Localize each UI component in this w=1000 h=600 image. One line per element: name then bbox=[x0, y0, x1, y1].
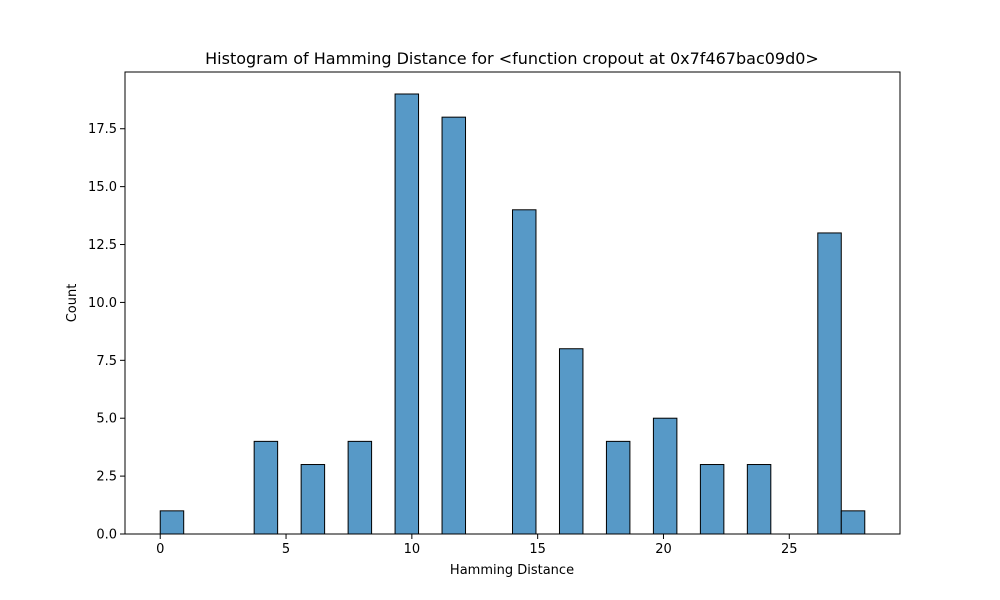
x-tick-label: 25 bbox=[781, 542, 798, 557]
y-tick-label: 17.5 bbox=[88, 122, 117, 137]
y-tick-label: 7.5 bbox=[96, 354, 117, 369]
histogram-bar-7 bbox=[558, 348, 584, 535]
plot-frame bbox=[124, 71, 901, 535]
y-tick-label: 12.5 bbox=[88, 238, 117, 253]
histogram-bar-11 bbox=[746, 464, 772, 535]
x-tick-label: 20 bbox=[655, 542, 672, 557]
y-tick-label: 5.0 bbox=[96, 412, 117, 427]
y-tick-label: 10.0 bbox=[88, 296, 117, 311]
histogram-bar-12 bbox=[817, 232, 842, 535]
x-tick-label: 10 bbox=[404, 542, 421, 557]
histogram-bar-5 bbox=[441, 116, 467, 535]
histogram-bar-3 bbox=[347, 440, 373, 535]
x-axis-label: Hamming Distance bbox=[450, 563, 574, 578]
y-tick-label: 0.0 bbox=[96, 528, 117, 543]
x-tick-label: 5 bbox=[282, 542, 290, 557]
histogram-bar-2 bbox=[300, 464, 326, 535]
bars-group bbox=[159, 93, 866, 535]
x-axis-ticks: 0 5 10 15 20 25 bbox=[156, 534, 798, 557]
histogram-bar-4 bbox=[394, 93, 420, 535]
x-tick-label: 15 bbox=[529, 542, 546, 557]
y-axis-label: Count bbox=[65, 284, 80, 323]
histogram-bar-9 bbox=[652, 417, 678, 535]
histogram-bar-6 bbox=[512, 209, 537, 535]
histogram-bar-10 bbox=[699, 464, 725, 535]
histogram-bar-8 bbox=[605, 440, 631, 535]
y-tick-label: 2.5 bbox=[96, 470, 117, 485]
histogram-bar-1 bbox=[253, 440, 279, 535]
chart-title: Histogram of Hamming Distance for <funct… bbox=[205, 49, 819, 68]
y-axis-ticks: 0.0 2.5 5.0 7.5 10.0 12.5 15.0 17.5 bbox=[88, 122, 125, 543]
y-tick-label: 15.0 bbox=[88, 180, 117, 195]
histogram-bar-13 bbox=[840, 510, 866, 535]
x-tick-label: 0 bbox=[156, 542, 164, 557]
histogram-bar-0 bbox=[159, 510, 185, 535]
